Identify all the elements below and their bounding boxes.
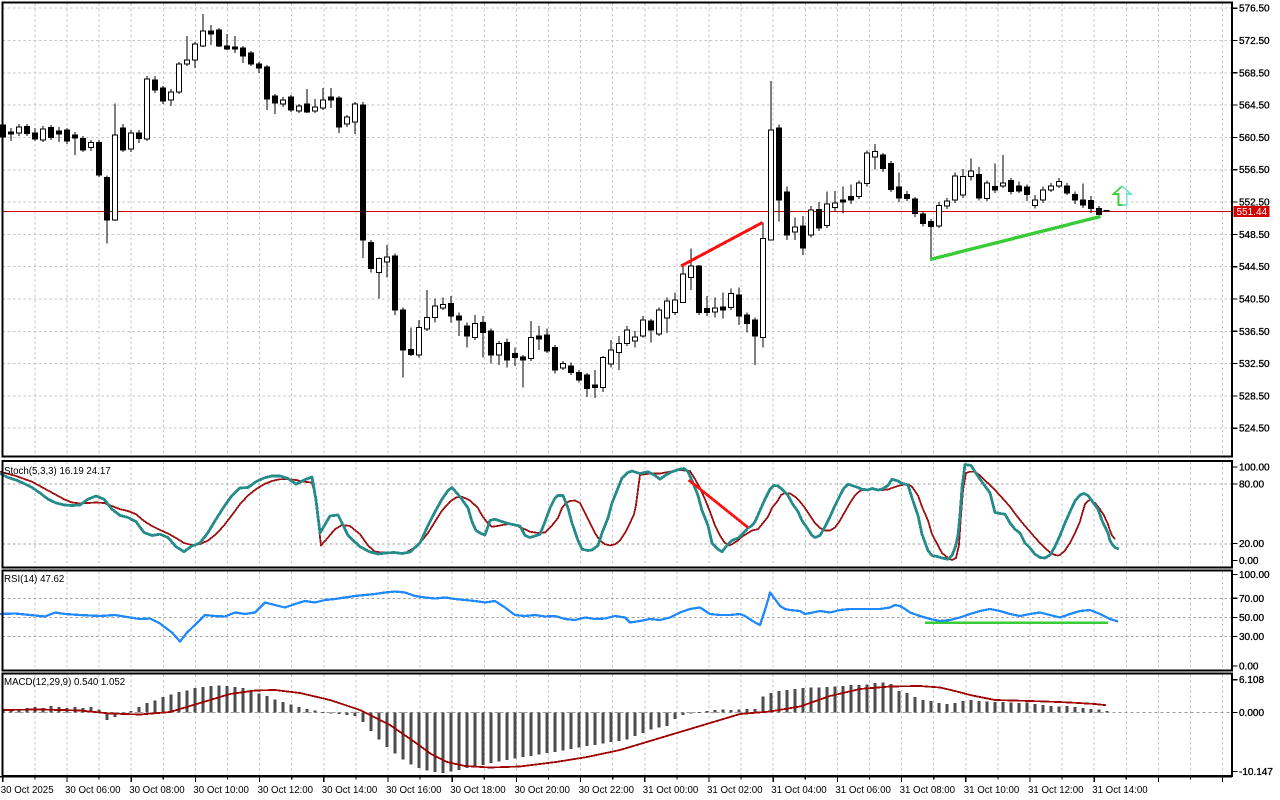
svg-text:31 Oct 00:00: 31 Oct 00:00	[643, 785, 699, 796]
svg-text:31 Oct 12:00: 31 Oct 12:00	[1028, 785, 1084, 796]
svg-text:30 Oct 14:00: 30 Oct 14:00	[322, 785, 378, 796]
svg-text:524.50: 524.50	[1239, 424, 1270, 435]
svg-text:576.50: 576.50	[1239, 4, 1270, 15]
svg-text:20.00: 20.00	[1239, 539, 1264, 550]
svg-text:100.00: 100.00	[1239, 570, 1270, 581]
svg-text:532.50: 532.50	[1239, 359, 1270, 370]
svg-text:528.50: 528.50	[1239, 391, 1270, 402]
svg-text:540.50: 540.50	[1239, 295, 1270, 306]
svg-text:548.50: 548.50	[1239, 230, 1270, 241]
svg-text:30 Oct 18:00: 30 Oct 18:00	[450, 785, 506, 796]
svg-text:30 Oct 08:00: 30 Oct 08:00	[129, 785, 185, 796]
svg-text:31 Oct 10:00: 31 Oct 10:00	[964, 785, 1020, 796]
svg-text:31 Oct 06:00: 31 Oct 06:00	[835, 785, 891, 796]
svg-text:80.00: 80.00	[1239, 480, 1264, 491]
svg-text:536.50: 536.50	[1239, 327, 1270, 338]
svg-text:544.50: 544.50	[1239, 262, 1270, 273]
svg-text:30 Oct 10:00: 30 Oct 10:00	[193, 785, 249, 796]
svg-text:560.50: 560.50	[1239, 133, 1270, 144]
svg-text:31 Oct 02:00: 31 Oct 02:00	[707, 785, 763, 796]
svg-text:564.50: 564.50	[1239, 101, 1270, 112]
svg-text:0.00: 0.00	[1239, 556, 1259, 567]
svg-text:6.108: 6.108	[1239, 675, 1264, 686]
svg-text:31 Oct 14:00: 31 Oct 14:00	[1092, 785, 1148, 796]
svg-text:-10.147: -10.147	[1239, 767, 1273, 778]
svg-text:572.50: 572.50	[1239, 36, 1270, 47]
svg-text:100.00: 100.00	[1239, 463, 1270, 474]
svg-text:RSI(14) 47.62: RSI(14) 47.62	[4, 574, 64, 585]
svg-text:30 Oct 22:00: 30 Oct 22:00	[579, 785, 635, 796]
svg-text:Stoch(5,3,3) 16.19 24.17: Stoch(5,3,3) 16.19 24.17	[4, 466, 111, 477]
svg-text:551.44: 551.44	[1237, 207, 1268, 218]
svg-text:31 Oct 08:00: 31 Oct 08:00	[900, 785, 956, 796]
svg-text:0.00: 0.00	[1239, 662, 1259, 673]
svg-text:568.50: 568.50	[1239, 68, 1270, 79]
svg-text:30.00: 30.00	[1239, 632, 1264, 643]
svg-text:31 Oct 04:00: 31 Oct 04:00	[771, 785, 827, 796]
svg-text:30 Oct 16:00: 30 Oct 16:00	[386, 785, 442, 796]
svg-text:30 Oct 12:00: 30 Oct 12:00	[258, 785, 314, 796]
svg-text:552.50: 552.50	[1239, 198, 1270, 209]
svg-text:MACD(12,29,9) 0.540 1.052: MACD(12,29,9) 0.540 1.052	[4, 677, 125, 688]
svg-text:30 Oct 20:00: 30 Oct 20:00	[514, 785, 570, 796]
svg-text:70.00: 70.00	[1239, 594, 1264, 605]
svg-text:556.50: 556.50	[1239, 165, 1270, 176]
svg-text:0.000: 0.000	[1239, 708, 1264, 719]
svg-text:30 Oct 2025: 30 Oct 2025	[1, 785, 54, 796]
svg-text:50.00: 50.00	[1239, 613, 1264, 624]
svg-text:30 Oct 06:00: 30 Oct 06:00	[65, 785, 121, 796]
